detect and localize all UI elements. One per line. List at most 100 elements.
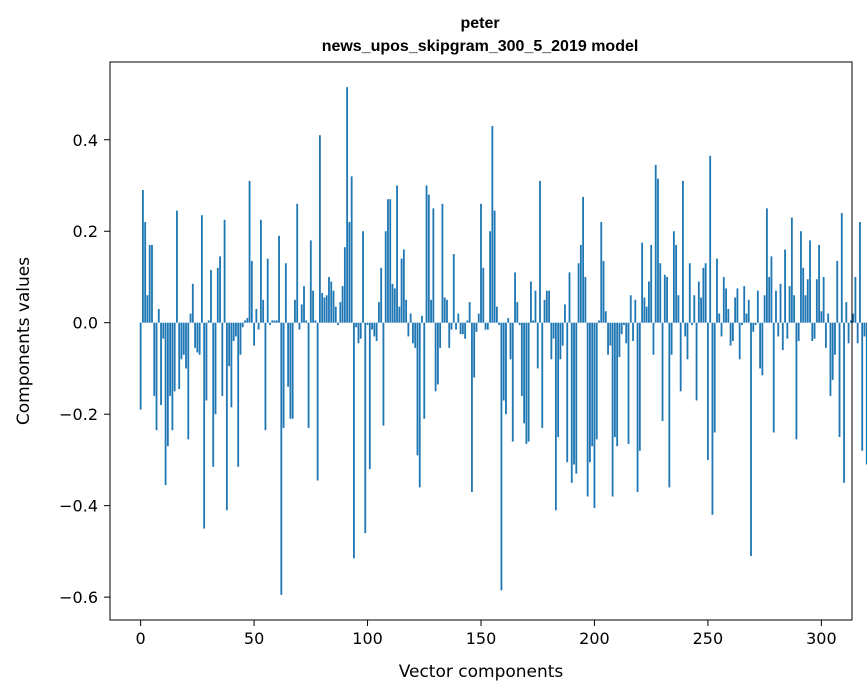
bar [443, 297, 446, 323]
bar [371, 322, 373, 330]
bar [550, 322, 553, 360]
bar [725, 288, 727, 323]
bar [318, 135, 321, 323]
chart-title: peter [460, 15, 499, 32]
bar [196, 322, 199, 353]
bar [641, 242, 644, 323]
bar [377, 302, 380, 323]
bar [473, 322, 476, 378]
bar [359, 322, 362, 339]
bar [836, 260, 839, 323]
bar [466, 320, 469, 323]
bar [731, 322, 734, 341]
bar [216, 267, 219, 323]
bar [468, 302, 471, 323]
bar [144, 222, 147, 323]
bar [686, 322, 689, 360]
bar [362, 231, 364, 323]
plot-frame [109, 61, 853, 621]
bar [645, 306, 648, 323]
bar [296, 203, 299, 323]
bar [852, 313, 855, 323]
bar [865, 322, 867, 465]
bar [178, 322, 181, 390]
bar [450, 322, 453, 330]
bar [284, 263, 287, 323]
bar [766, 208, 768, 323]
y-tick-label: 0.4 [73, 131, 98, 150]
bar [779, 283, 782, 323]
bar [539, 180, 541, 323]
bar [157, 308, 160, 323]
bar [759, 322, 762, 369]
bar [207, 320, 210, 323]
bar [704, 263, 707, 323]
bar [330, 281, 333, 323]
bar [820, 311, 823, 323]
bar [418, 322, 421, 488]
bar [480, 203, 482, 323]
bar [343, 247, 346, 323]
bar [763, 295, 766, 323]
bar [316, 322, 319, 481]
bar [711, 322, 714, 515]
bar [666, 276, 668, 323]
bar [822, 276, 825, 323]
bar [532, 320, 535, 323]
bar [264, 322, 267, 431]
bar [702, 267, 705, 323]
bar [638, 322, 641, 451]
bar [707, 322, 709, 460]
bar [402, 249, 405, 323]
bar [716, 258, 718, 323]
bar [847, 322, 850, 344]
y-axis-ticks: −0.6 −0.4 −0.2 0.0 0.2 0.4 [59, 131, 110, 607]
bar [709, 155, 712, 323]
bar [391, 283, 394, 323]
bar [595, 322, 598, 440]
bar [609, 322, 612, 346]
bar [398, 306, 401, 323]
bar [684, 322, 687, 337]
bar [845, 302, 848, 323]
bar [223, 219, 226, 323]
bar [827, 313, 830, 323]
bar [446, 299, 448, 323]
bar [598, 320, 600, 323]
bar [834, 322, 836, 355]
bar [770, 256, 773, 323]
bar [441, 203, 444, 323]
bar [518, 322, 521, 325]
bar [809, 240, 811, 323]
bar [741, 322, 743, 325]
bar [643, 297, 646, 323]
bar [772, 322, 775, 433]
bar [248, 180, 251, 323]
bar [332, 290, 335, 323]
bar [861, 322, 864, 451]
bar [634, 299, 637, 323]
bar [300, 304, 303, 323]
bar [235, 322, 237, 337]
bar [511, 322, 514, 442]
bar [675, 244, 678, 323]
bar [282, 322, 285, 428]
bar [566, 322, 569, 463]
bar [750, 322, 752, 556]
y-tick-label: 0.2 [73, 222, 98, 241]
bar [368, 322, 371, 470]
bar [552, 322, 555, 339]
bar [423, 322, 426, 419]
bar [863, 322, 866, 337]
bar [768, 276, 771, 323]
x-tick-label: 100 [352, 629, 383, 648]
bar [530, 281, 532, 323]
bar [854, 276, 857, 323]
bar [802, 267, 805, 323]
bar [761, 322, 764, 376]
bar [176, 210, 178, 323]
bar [346, 87, 349, 323]
bar [325, 295, 328, 323]
bar [568, 272, 571, 323]
bar [811, 322, 814, 341]
